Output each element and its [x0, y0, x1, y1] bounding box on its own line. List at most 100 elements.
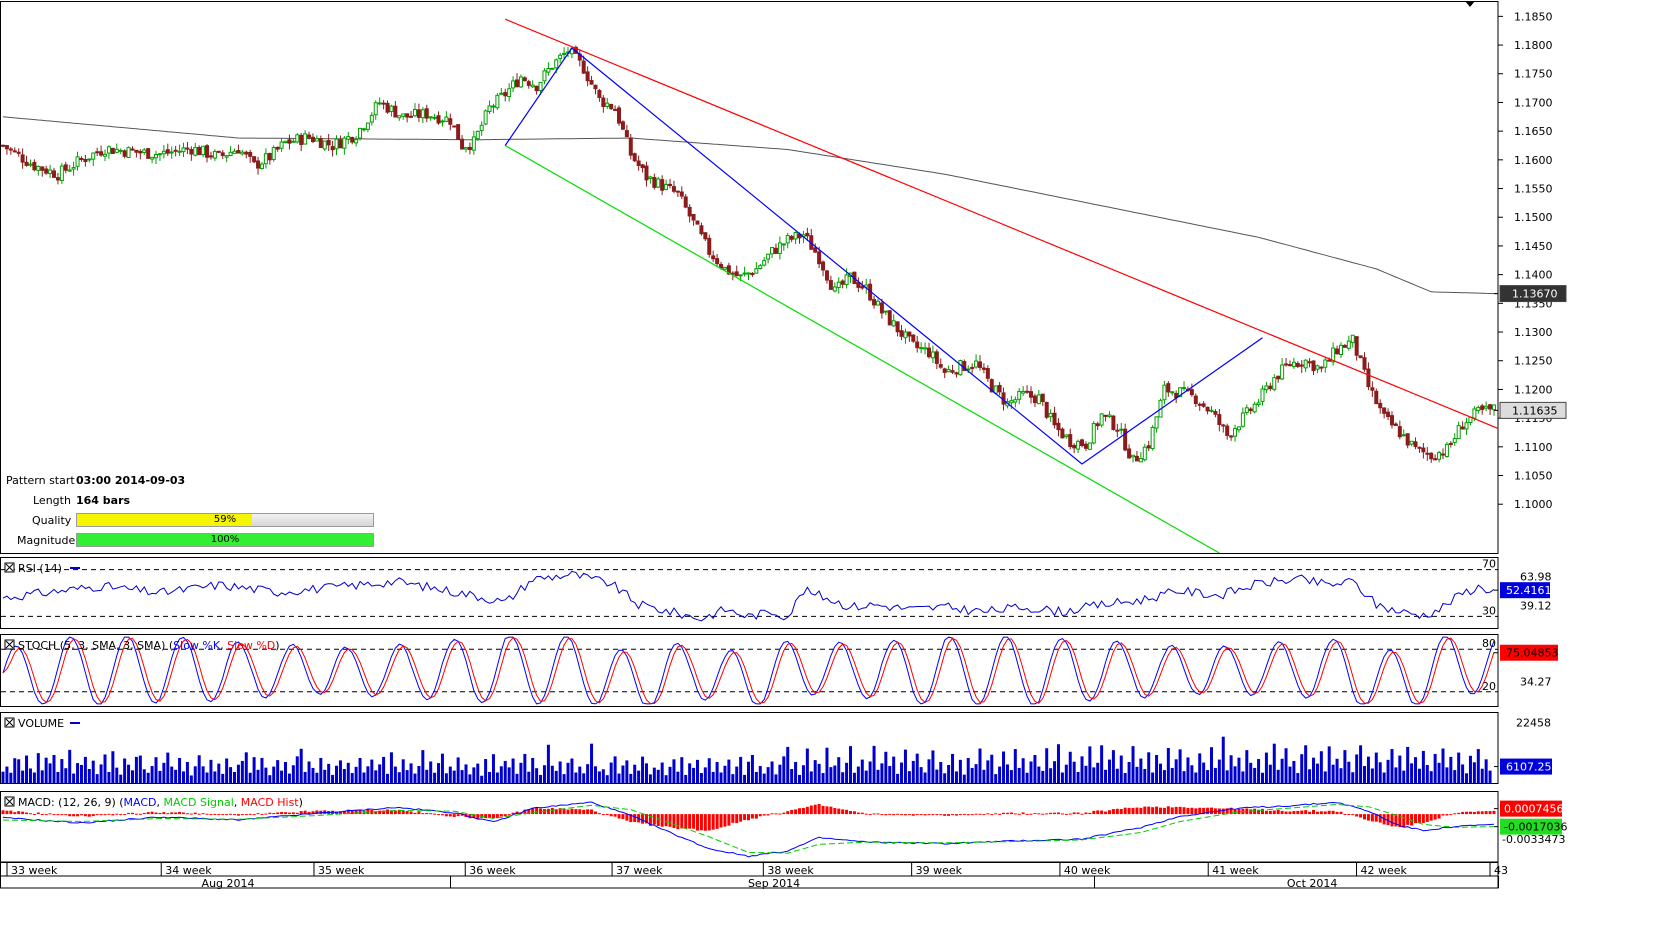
volume-bar: [868, 761, 872, 783]
macd-hist-bar: [448, 814, 452, 817]
candle-body: [220, 152, 225, 156]
volume-bar: [935, 769, 939, 783]
candle-body: [161, 150, 166, 155]
volume-current-text: 6107.25: [1506, 761, 1552, 774]
candle-body: [1303, 359, 1308, 369]
volume-bar: [778, 764, 782, 783]
macd-hist-bar: [798, 808, 802, 815]
volume-bar: [440, 753, 444, 783]
volume-bar: [25, 755, 29, 783]
volume-bar: [1363, 766, 1367, 783]
macd-hist-bar: [813, 804, 817, 815]
candle-body: [1154, 416, 1159, 429]
macd-hist-bar: [601, 814, 605, 816]
volume-bar: [1429, 771, 1433, 783]
volume-bar: [1182, 771, 1186, 783]
volume-bar: [919, 767, 923, 783]
volume-bar: [982, 769, 986, 783]
candle-body: [1260, 388, 1265, 402]
macd-hist-bar: [880, 814, 884, 816]
macd-hist-bar: [181, 812, 185, 815]
price-tick-label: 1.1600: [1514, 154, 1553, 167]
candle-body: [412, 108, 417, 117]
rsi-tick-label: 63.98: [1520, 571, 1552, 584]
volume-bar: [5, 766, 9, 783]
magnitude-bar-text: 100%: [210, 534, 240, 545]
macd-hist-bar: [409, 811, 413, 815]
macd-hist-bar: [633, 814, 637, 823]
candle-body: [1437, 452, 1442, 460]
volume-bar: [1453, 770, 1457, 783]
volume-bar: [829, 767, 833, 783]
volume-bar: [1421, 750, 1425, 783]
volume-bar: [181, 771, 185, 783]
candle-body: [1401, 434, 1406, 437]
macd-line: [2, 801, 1495, 858]
volume-bar: [652, 767, 656, 783]
macd-hist-bar: [680, 814, 684, 829]
candle-body: [456, 124, 461, 140]
macd-hist-bar: [1300, 810, 1304, 815]
volume-bar: [535, 768, 539, 783]
macd-hist-bar: [911, 814, 915, 816]
macd-hist-bar: [852, 811, 856, 815]
macd-hist-bar: [554, 809, 558, 815]
candle-body: [879, 302, 884, 314]
candle-body: [55, 177, 60, 181]
macd-hist-bar: [801, 808, 805, 815]
candle-body: [1166, 383, 1171, 393]
macd-hist-bar: [1190, 807, 1194, 815]
volume-bar: [209, 759, 213, 783]
volume-bar: [876, 769, 880, 783]
candle-body: [754, 268, 759, 274]
volume-bar: [1480, 768, 1484, 783]
volume-bar: [1174, 759, 1178, 783]
candle-body: [785, 234, 790, 244]
volume-bar: [1410, 763, 1414, 783]
macd-hist-bar: [935, 814, 939, 816]
macd-hist-bar: [264, 813, 268, 815]
macd-hist-bar: [692, 814, 696, 829]
macd-hist-bar: [32, 813, 36, 815]
candle-body: [1068, 434, 1073, 448]
candle-body: [1382, 407, 1387, 414]
macd-hist-bar: [232, 814, 236, 816]
volume-bar: [641, 756, 645, 783]
macd-hist-bar: [582, 809, 586, 815]
volume-bar: [1155, 755, 1159, 783]
macd-legend-sep2: ,: [234, 796, 241, 809]
volume-bar: [189, 775, 193, 783]
volume-bar: [727, 759, 731, 783]
volume-bar: [91, 760, 95, 783]
candle-body: [1370, 387, 1375, 391]
volume-bar: [248, 772, 252, 783]
volume-bar: [707, 758, 711, 783]
volume-bar: [1378, 762, 1382, 783]
volume-bar: [205, 772, 209, 783]
macd-hist-bar: [1304, 810, 1308, 815]
candle-body: [1178, 387, 1183, 398]
macd-hist-bar: [382, 810, 386, 815]
candle-body: [648, 176, 653, 179]
macd-hist-bar: [5, 810, 9, 815]
candle-body: [1087, 442, 1092, 450]
volume-bar: [637, 770, 641, 783]
volume-bar: [103, 754, 107, 783]
macd-hist-bar: [1174, 806, 1178, 815]
volume-bar: [452, 770, 456, 783]
macd-hist-bar: [260, 813, 264, 815]
macd-hist-bar: [25, 812, 29, 815]
volume-bar: [335, 765, 339, 783]
volume-bar: [1209, 747, 1213, 783]
macd-hist-bar: [413, 812, 417, 815]
candle-body: [4, 145, 9, 150]
macd-hist-bar: [1468, 811, 1472, 815]
candle-body: [1123, 428, 1128, 451]
volume-bar: [582, 773, 586, 783]
volume-bar: [747, 761, 750, 783]
candle-body: [1272, 377, 1277, 390]
volume-bar: [386, 773, 390, 783]
volume-bar: [762, 773, 766, 783]
macd-hist-bar: [52, 814, 56, 816]
candle-body: [1233, 428, 1238, 437]
